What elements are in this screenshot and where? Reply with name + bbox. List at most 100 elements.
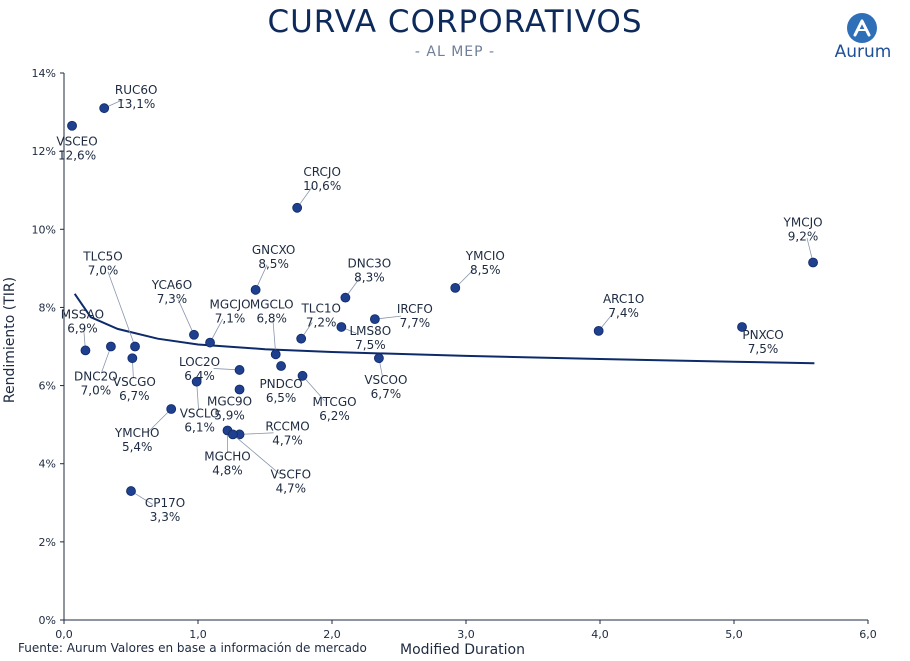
point-value-label: 6,7% xyxy=(119,389,150,403)
point-name-label: YMCHO xyxy=(114,426,160,440)
point-name-label: DNC3O xyxy=(348,257,392,271)
point-marker xyxy=(189,329,199,340)
point-value-label: 7,1% xyxy=(215,312,246,326)
x-tick-label: 6,0 xyxy=(859,628,877,641)
y-tick-label: 12% xyxy=(32,145,56,158)
point-value-label: 7,4% xyxy=(608,306,639,320)
point-value-label: 6,4% xyxy=(184,369,215,383)
aurum-logo-text: Aurum xyxy=(834,42,892,62)
point-value-label: 4,8% xyxy=(212,464,243,478)
x-tick-label: 2,0 xyxy=(323,628,341,641)
leader-line xyxy=(147,408,172,433)
y-tick-label: 0% xyxy=(39,614,56,627)
point-marker xyxy=(127,353,138,364)
x-tick-label: 1,0 xyxy=(189,628,207,641)
leader-line xyxy=(239,432,274,435)
point-value-label: 6,8% xyxy=(256,311,287,325)
point-name-label: MGCLO xyxy=(250,297,294,311)
point-value-label: 4,7% xyxy=(276,481,307,495)
trend-curve xyxy=(73,293,815,365)
point-marker xyxy=(297,370,308,381)
point-marker xyxy=(250,284,261,295)
point-name-label: ARC1O xyxy=(603,292,644,306)
point-name-label: RUC6O xyxy=(115,83,158,97)
point-marker xyxy=(336,322,347,332)
point-value-label: 9,2% xyxy=(788,229,819,243)
leader-line xyxy=(107,271,136,347)
point-marker xyxy=(99,103,110,114)
point-name-label: MGCJO xyxy=(210,298,251,312)
y-tick-label: 4% xyxy=(39,458,56,471)
point-name-label: MGC9O xyxy=(207,394,252,408)
chart-subtitle: - AL MEP - xyxy=(414,44,496,60)
point-value-label: 3,3% xyxy=(150,510,181,524)
point-name-label: CP17O xyxy=(145,496,185,510)
point-name-label: YMCJO xyxy=(783,215,823,229)
point-marker xyxy=(126,486,136,496)
point-marker xyxy=(80,345,91,356)
point-value-label: 7,0% xyxy=(81,384,112,398)
point-name-label: YCA6O xyxy=(151,278,192,292)
point-name-label: GNCXO xyxy=(252,243,296,257)
leader-line xyxy=(177,299,195,335)
x-axis-label: Modified Duration xyxy=(400,642,525,658)
point-name-label: TLC5O xyxy=(82,250,122,264)
point-value-label: 5,4% xyxy=(122,440,153,454)
point-name-label: VSCGO xyxy=(113,375,156,389)
point-marker xyxy=(340,292,351,303)
y-tick-label: 6% xyxy=(39,380,56,393)
point-value-label: 12,6% xyxy=(58,149,96,163)
point-marker xyxy=(450,282,461,293)
point-marker xyxy=(166,404,177,414)
point-value-label: 6,2% xyxy=(319,409,350,423)
point-name-label: VSCOO xyxy=(364,373,407,387)
point-marker xyxy=(106,341,116,352)
point-name-label: LMS8O xyxy=(350,324,392,338)
point-marker xyxy=(369,314,380,325)
point-marker xyxy=(276,361,286,371)
point-value-label: 7,0% xyxy=(88,264,119,278)
point-name-label: LOC2O xyxy=(179,355,220,369)
x-tick-label: 5,0 xyxy=(725,628,743,641)
leader-line xyxy=(302,375,325,401)
point-value-label: 8,3% xyxy=(354,271,385,285)
point-name-label: YMCIO xyxy=(465,249,505,263)
point-name-label: VSCFO xyxy=(271,467,312,481)
point-marker xyxy=(737,322,747,332)
x-tick-label: 3,0 xyxy=(457,628,475,641)
point-value-label: 4,7% xyxy=(272,433,303,447)
point-value-label: 7,5% xyxy=(748,342,779,356)
point-marker xyxy=(373,353,384,364)
aurum-logo-icon xyxy=(847,13,877,43)
point-value-label: 8,5% xyxy=(470,263,501,277)
point-value-label: 6,1% xyxy=(184,421,215,435)
leader-line xyxy=(272,320,277,355)
point-marker xyxy=(227,429,238,440)
x-tick-label: 4,0 xyxy=(591,628,609,641)
point-name-label: DNC2O xyxy=(74,370,118,384)
point-value-label: 7,5% xyxy=(355,338,386,352)
chart-title: CURVA CORPORATIVOS xyxy=(267,4,643,40)
point-name-label: PNDCO xyxy=(259,377,302,391)
point-marker xyxy=(234,384,245,395)
y-axis-label: Rendimiento (TIR) xyxy=(2,276,18,404)
point-value-label: 6,5% xyxy=(266,391,297,405)
